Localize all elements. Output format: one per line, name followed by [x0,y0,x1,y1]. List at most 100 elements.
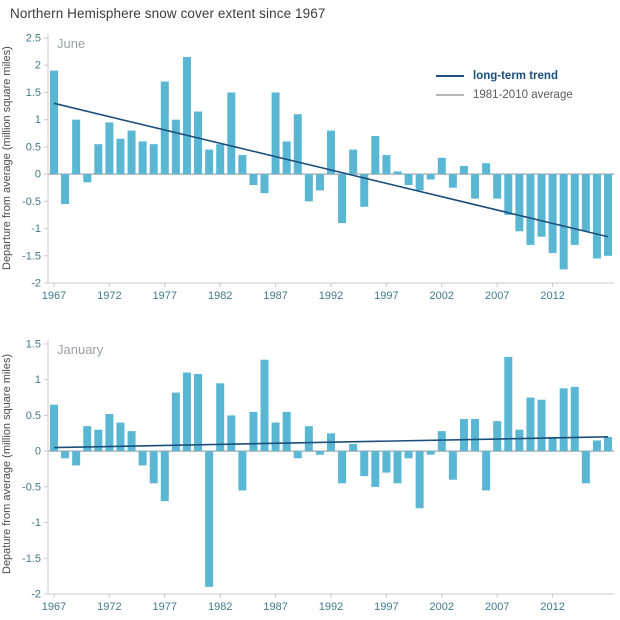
january-panel-label: January [57,342,104,357]
x-tick-label: 1982 [208,601,232,613]
bar-2006 [482,163,491,175]
bar-2001 [426,174,435,180]
bar-1989 [293,114,302,175]
x-tick-label: 2002 [430,601,454,613]
bar-1993 [338,451,347,484]
bar-2016 [592,174,601,259]
y-tick-label: 2.5 [26,33,41,45]
bar-1968 [61,174,70,205]
bar-1986 [260,359,269,452]
bar-1991 [315,174,324,191]
bar-2012 [548,174,557,254]
bar-2011 [537,174,546,237]
bar-1998 [393,451,402,484]
bar-1971 [94,144,103,175]
bar-2004 [459,419,468,452]
bar-1999 [404,174,413,185]
bar-2010 [526,174,535,245]
bar-2007 [493,421,502,452]
bar-1994 [349,444,358,452]
june-chart-panel: 2.5 2 1.5 1 0.5 0 -0.5 -1 -1.5 -2 1967 1972 1977 1982… [0,26,620,310]
bar-1977 [160,451,169,502]
y-tick-label: -0.5 [22,481,41,493]
bar-1970 [83,174,92,183]
x-tick-label: 1992 [319,290,343,302]
y-tick-label: -1.5 [22,250,41,262]
trend-line-swatch [436,75,464,77]
bar-1992 [327,130,335,175]
bar-1986 [260,174,269,194]
bar-1991 [315,451,324,455]
june-panel-label: June [57,36,86,51]
bar-2005 [471,174,480,199]
x-tick-label: 2007 [485,601,509,613]
x-tick-label: 1987 [263,601,287,613]
bar-1994 [349,149,358,175]
bar-2013 [559,174,568,270]
bar-1967 [50,404,58,452]
bar-1973 [116,138,125,175]
bar-2006 [482,451,491,491]
y-tick-label: -1 [31,223,41,235]
y-tick-label: 0.5 [26,410,41,422]
x-tick-label: 2012 [540,601,564,613]
bar-1987 [271,92,280,175]
bar-1982 [216,383,225,452]
bar-1983 [227,415,236,452]
bar-1984 [238,451,247,491]
bar-1981 [205,149,214,175]
bar-2000 [415,451,424,509]
bar-1988 [282,141,291,175]
x-tick-label: 1997 [374,290,398,302]
bar-2015 [581,174,590,232]
bar-1972 [105,414,114,452]
bar-1993 [338,174,347,224]
bar-1980 [194,374,203,452]
bar-2007 [493,174,502,199]
bar-1974 [127,431,136,452]
bar-1978 [171,392,180,452]
bar-1981 [205,451,214,587]
bar-1995 [360,174,369,207]
bar-1970 [83,426,92,452]
bar-1998 [393,171,402,175]
bar-1974 [127,130,136,175]
bar-2003 [448,451,457,480]
bar-2008 [504,174,513,215]
trend-legend-label: long-term trend [473,70,558,82]
january-chart-panel: 1.5 1 0.5 0 -0.5 -1 -1.5 -2 1967 1972 1977 1982 1987… [0,332,620,620]
bar-1988 [282,411,291,452]
trend-line [53,102,609,238]
x-tick-label: 1997 [374,601,398,613]
bar-1989 [293,451,302,459]
bar-1997 [382,155,391,175]
y-tick-label: -2 [31,589,41,601]
bar-2000 [415,174,424,191]
bar-2002 [437,157,446,175]
bar-1982 [216,144,225,175]
y-tick-label: -0.5 [22,196,41,208]
x-tick-label: 1982 [208,290,232,302]
bar-2003 [448,174,457,188]
legend-item-average: 1981-2010 average [436,89,573,101]
trend-line [53,436,609,449]
bar-1985 [249,174,258,185]
bar-1979 [182,57,191,175]
x-tick-label: 2002 [430,290,454,302]
bar-2004 [459,165,468,175]
x-tick-label: 1977 [153,290,177,302]
x-tick-label: 1987 [263,290,287,302]
bar-2016 [592,440,601,452]
bar-1980 [194,111,203,175]
bar-1967 [50,70,58,175]
bar-1969 [72,119,81,175]
bar-1968 [61,451,70,459]
y-tick-label: 0 [35,446,41,458]
x-tick-label: 1992 [319,601,343,613]
bar-1979 [182,372,191,452]
january-y-axis-title: Depature from average (million square mi… [1,353,13,575]
bar-1977 [160,81,169,175]
